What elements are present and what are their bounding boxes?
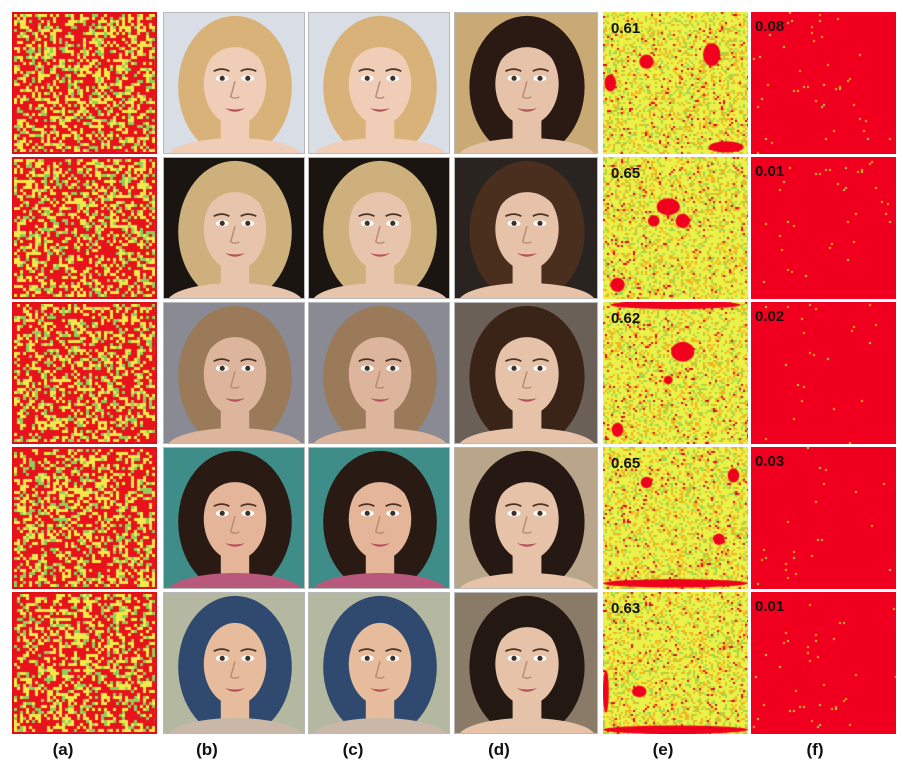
- noise-tile-a: [12, 447, 157, 589]
- diff-map-f: 0.01: [751, 157, 896, 299]
- face-image-c: [308, 302, 450, 444]
- face-image-b: [163, 592, 305, 734]
- noise-image: [14, 159, 155, 297]
- face-portrait: [164, 303, 304, 443]
- face-image-c: [308, 592, 450, 734]
- score-f: 0.01: [755, 598, 785, 615]
- diff-map-f: 0.03: [751, 447, 896, 589]
- diff-map-f: 0.01: [751, 592, 896, 734]
- score-e: 0.61: [611, 20, 641, 37]
- diff-map-e: 0.65: [603, 447, 748, 589]
- face-portrait: [455, 303, 597, 443]
- diff-map-image: [603, 302, 748, 444]
- face-portrait: [164, 158, 304, 298]
- diff-map-image: [751, 447, 896, 589]
- face-portrait: [164, 448, 304, 588]
- diff-map-e: 0.62: [603, 302, 748, 444]
- face-image-b: [163, 302, 305, 444]
- column-label-d: (d): [488, 740, 510, 759]
- diff-map-image: [603, 157, 748, 299]
- face-portrait: [164, 13, 304, 153]
- noise-tile-a: [12, 592, 157, 734]
- diff-map-e: 0.61: [603, 12, 748, 154]
- noise-image: [14, 449, 155, 587]
- diff-map-image: [603, 12, 748, 154]
- face-portrait: [455, 13, 597, 153]
- diff-map-image: [751, 592, 896, 734]
- score-e: 0.65: [611, 455, 641, 472]
- noise-image: [14, 594, 155, 732]
- diff-map-image: [751, 302, 896, 444]
- diff-map-image: [751, 12, 896, 154]
- noise-tile-a: [12, 157, 157, 299]
- face-image-d: [454, 592, 598, 734]
- score-f: 0.08: [755, 18, 785, 35]
- diff-map-f: 0.02: [751, 302, 896, 444]
- column-label-e: (e): [652, 740, 674, 759]
- face-image-c: [308, 447, 450, 589]
- noise-image: [14, 304, 155, 442]
- face-image-b: [163, 447, 305, 589]
- face-image-d: [454, 447, 598, 589]
- column-label-c: (c): [342, 740, 364, 759]
- diff-map-e: 0.63: [603, 592, 748, 734]
- column-label-a: (a): [52, 740, 74, 759]
- score-f: 0.01: [755, 163, 785, 180]
- diff-map-image: [603, 447, 748, 589]
- noise-image: [14, 14, 155, 152]
- score-f: 0.02: [755, 308, 785, 325]
- score-f: 0.03: [755, 453, 785, 470]
- face-portrait: [309, 13, 449, 153]
- face-portrait: [309, 158, 449, 298]
- column-label-b: (b): [196, 740, 218, 759]
- score-e: 0.62: [611, 310, 641, 327]
- face-image-d: [454, 157, 598, 299]
- diff-map-e: 0.65: [603, 157, 748, 299]
- diff-map-image: [751, 157, 896, 299]
- face-image-b: [163, 12, 305, 154]
- column-label-f: (f): [806, 740, 824, 759]
- face-portrait: [164, 593, 304, 733]
- face-image-d: [454, 302, 598, 444]
- diff-map-f: 0.08: [751, 12, 896, 154]
- face-portrait: [309, 593, 449, 733]
- face-portrait: [455, 158, 597, 298]
- face-portrait: [455, 593, 597, 733]
- diff-map-image: [603, 592, 748, 734]
- face-portrait: [455, 448, 597, 588]
- face-image-b: [163, 157, 305, 299]
- face-portrait: [309, 448, 449, 588]
- score-e: 0.65: [611, 165, 641, 182]
- face-image-c: [308, 157, 450, 299]
- face-portrait: [309, 303, 449, 443]
- noise-tile-a: [12, 302, 157, 444]
- face-image-c: [308, 12, 450, 154]
- noise-tile-a: [12, 12, 157, 154]
- score-e: 0.63: [611, 600, 641, 617]
- face-image-d: [454, 12, 598, 154]
